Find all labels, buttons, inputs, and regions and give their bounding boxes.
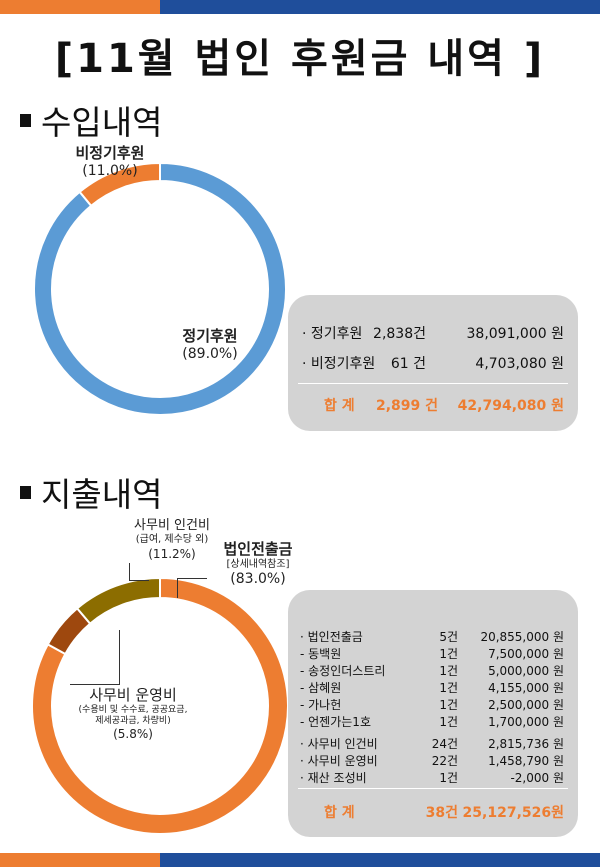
expense-row-amount: 2,815,736 원	[488, 737, 564, 751]
leader-line-operation	[70, 630, 120, 685]
expense-row-amount: 5,000,000 원	[488, 664, 564, 678]
bullet-square-icon	[20, 113, 31, 127]
expense-row-amount: 1,458,790 원	[488, 754, 564, 768]
income-label-regular-pct: (89.0%)	[182, 345, 238, 362]
bullet-square-icon	[20, 485, 31, 499]
expense-label-operation-pct: (5.8%)	[113, 727, 153, 742]
income-row-count: 61 건	[390, 356, 426, 372]
expense-label-operation-name: 사무비 운영비	[89, 686, 177, 704]
expense-label-transfer-pct: (83.0%)	[230, 571, 286, 588]
top-color-bar	[0, 0, 600, 14]
expense-label-labor-sub: (급여, 제수당 외)	[135, 534, 209, 546]
income-total-amount: 42,794,080 원	[457, 398, 564, 414]
income-summary-panel: · 정기후원 2,838건 38,091,000 원 · 비정기후원 61 건 …	[288, 295, 578, 431]
expense-row-name: - 삼혜원	[300, 681, 342, 695]
leader-line-transfer	[177, 578, 207, 598]
income-row-amount: 38,091,000 원	[466, 326, 565, 342]
expense-row-count: 1건	[439, 698, 458, 712]
expense-label-labor: 사무비 인건비 (급여, 제수당 외) (11.2%)	[112, 518, 232, 562]
expense-row-name: - 송정인더스트리	[300, 664, 386, 678]
leader-line-labor	[129, 563, 149, 581]
expense-total-amount: 25,127,526원	[462, 805, 564, 821]
expense-row-amount: 20,855,000 원	[480, 630, 564, 644]
divider	[298, 788, 568, 789]
expense-summary-panel: · 법인전출금 5건 20,855,000 원 - 동백원 1건 7,500,000 원 -…	[288, 590, 578, 837]
divider	[298, 383, 568, 384]
bottom-bar-orange-segment	[0, 853, 160, 867]
expense-label-transfer-sub: [상세내역참조]	[226, 558, 290, 570]
income-label-irregular-pct: (11.0%)	[82, 162, 138, 179]
expense-row-count: 5건	[439, 630, 458, 644]
income-heading: 수입내역	[20, 96, 162, 144]
expense-total-label: 합 계	[324, 805, 355, 821]
expense-row-amount: 7,500,000 원	[488, 647, 564, 661]
expense-label-labor-pct: (11.2%)	[148, 546, 196, 561]
income-row-amount: 4,703,080 원	[475, 356, 564, 372]
expense-heading-text: 지출내역	[41, 475, 163, 514]
page-title: [11월 법인 후원금 내역 ]	[54, 36, 546, 82]
income-row-name: · 정기후원	[302, 326, 363, 342]
expense-row-amount: 1,700,000 원	[488, 715, 564, 729]
expense-row-name: · 사무비 인건비	[300, 737, 378, 751]
expense-row-amount: 4,155,000 원	[488, 681, 564, 695]
expense-label-operation: 사무비 운영비 (수용비 및 수수료, 공공요금, 제세공과금, 차량비) (5…	[58, 686, 208, 742]
expense-row-name: · 재산 조성비	[300, 771, 367, 785]
expense-label-transfer: 법인전출금 [상세내역참조] (83.0%)	[208, 540, 308, 589]
expense-row-name: - 동백원	[300, 647, 342, 661]
bottom-bar-blue-segment	[160, 853, 600, 867]
income-donut-chart	[33, 161, 287, 416]
expense-row-name: · 법인전출금	[300, 630, 363, 644]
expense-row-count: 1건	[439, 771, 458, 785]
income-donut-slice-2	[78, 161, 161, 208]
expense-donut-slice-1	[31, 576, 289, 835]
income-row-name: · 비정기후원	[302, 356, 376, 372]
expense-donut-slice-3	[75, 576, 161, 626]
expense-row-count: 1건	[439, 647, 458, 661]
expense-row-name: - 가나헌	[300, 698, 342, 712]
expense-row-name: - 언젠가는1호	[300, 715, 371, 729]
income-donut-slice-1	[33, 161, 287, 416]
expense-row-amount: 2,500,000 원	[488, 698, 564, 712]
expense-row-count: 1건	[439, 664, 458, 678]
bottom-color-bar	[0, 853, 600, 867]
income-heading-text: 수입내역	[41, 103, 163, 142]
income-row-count: 2,838건	[373, 326, 426, 342]
expense-label-transfer-name: 법인전출금	[223, 540, 293, 558]
expense-label-labor-name: 사무비 인건비	[134, 518, 210, 533]
expense-label-operation-sub2: 제세공과금, 차량비)	[95, 716, 171, 726]
expense-row-count: 1건	[439, 715, 458, 729]
expense-donut-chart	[31, 576, 289, 835]
expense-row-count: 24건	[431, 737, 458, 751]
income-label-regular: 정기후원 (89.0%)	[150, 327, 270, 363]
expense-heading: 지출내역	[20, 468, 162, 516]
top-bar-blue-segment	[160, 0, 600, 14]
expense-row-count: 22건	[431, 754, 458, 768]
expense-total-count: 38건	[425, 805, 458, 821]
income-total-label: 합 계	[324, 398, 355, 414]
income-label-irregular-name: 비정기후원	[75, 144, 145, 162]
expense-row-name: · 사무비 운영비	[300, 754, 378, 768]
expense-row-amount: -2,000 원	[510, 771, 564, 785]
income-label-irregular: 비정기후원 (11.0%)	[40, 144, 180, 180]
expense-label-operation-sub1: (수용비 및 수수료, 공공요금,	[78, 704, 188, 715]
income-label-regular-name: 정기후원	[182, 327, 238, 345]
expense-row-count: 1건	[439, 681, 458, 695]
income-total-count: 2,899 건	[375, 398, 438, 414]
top-bar-orange-segment	[0, 0, 160, 14]
